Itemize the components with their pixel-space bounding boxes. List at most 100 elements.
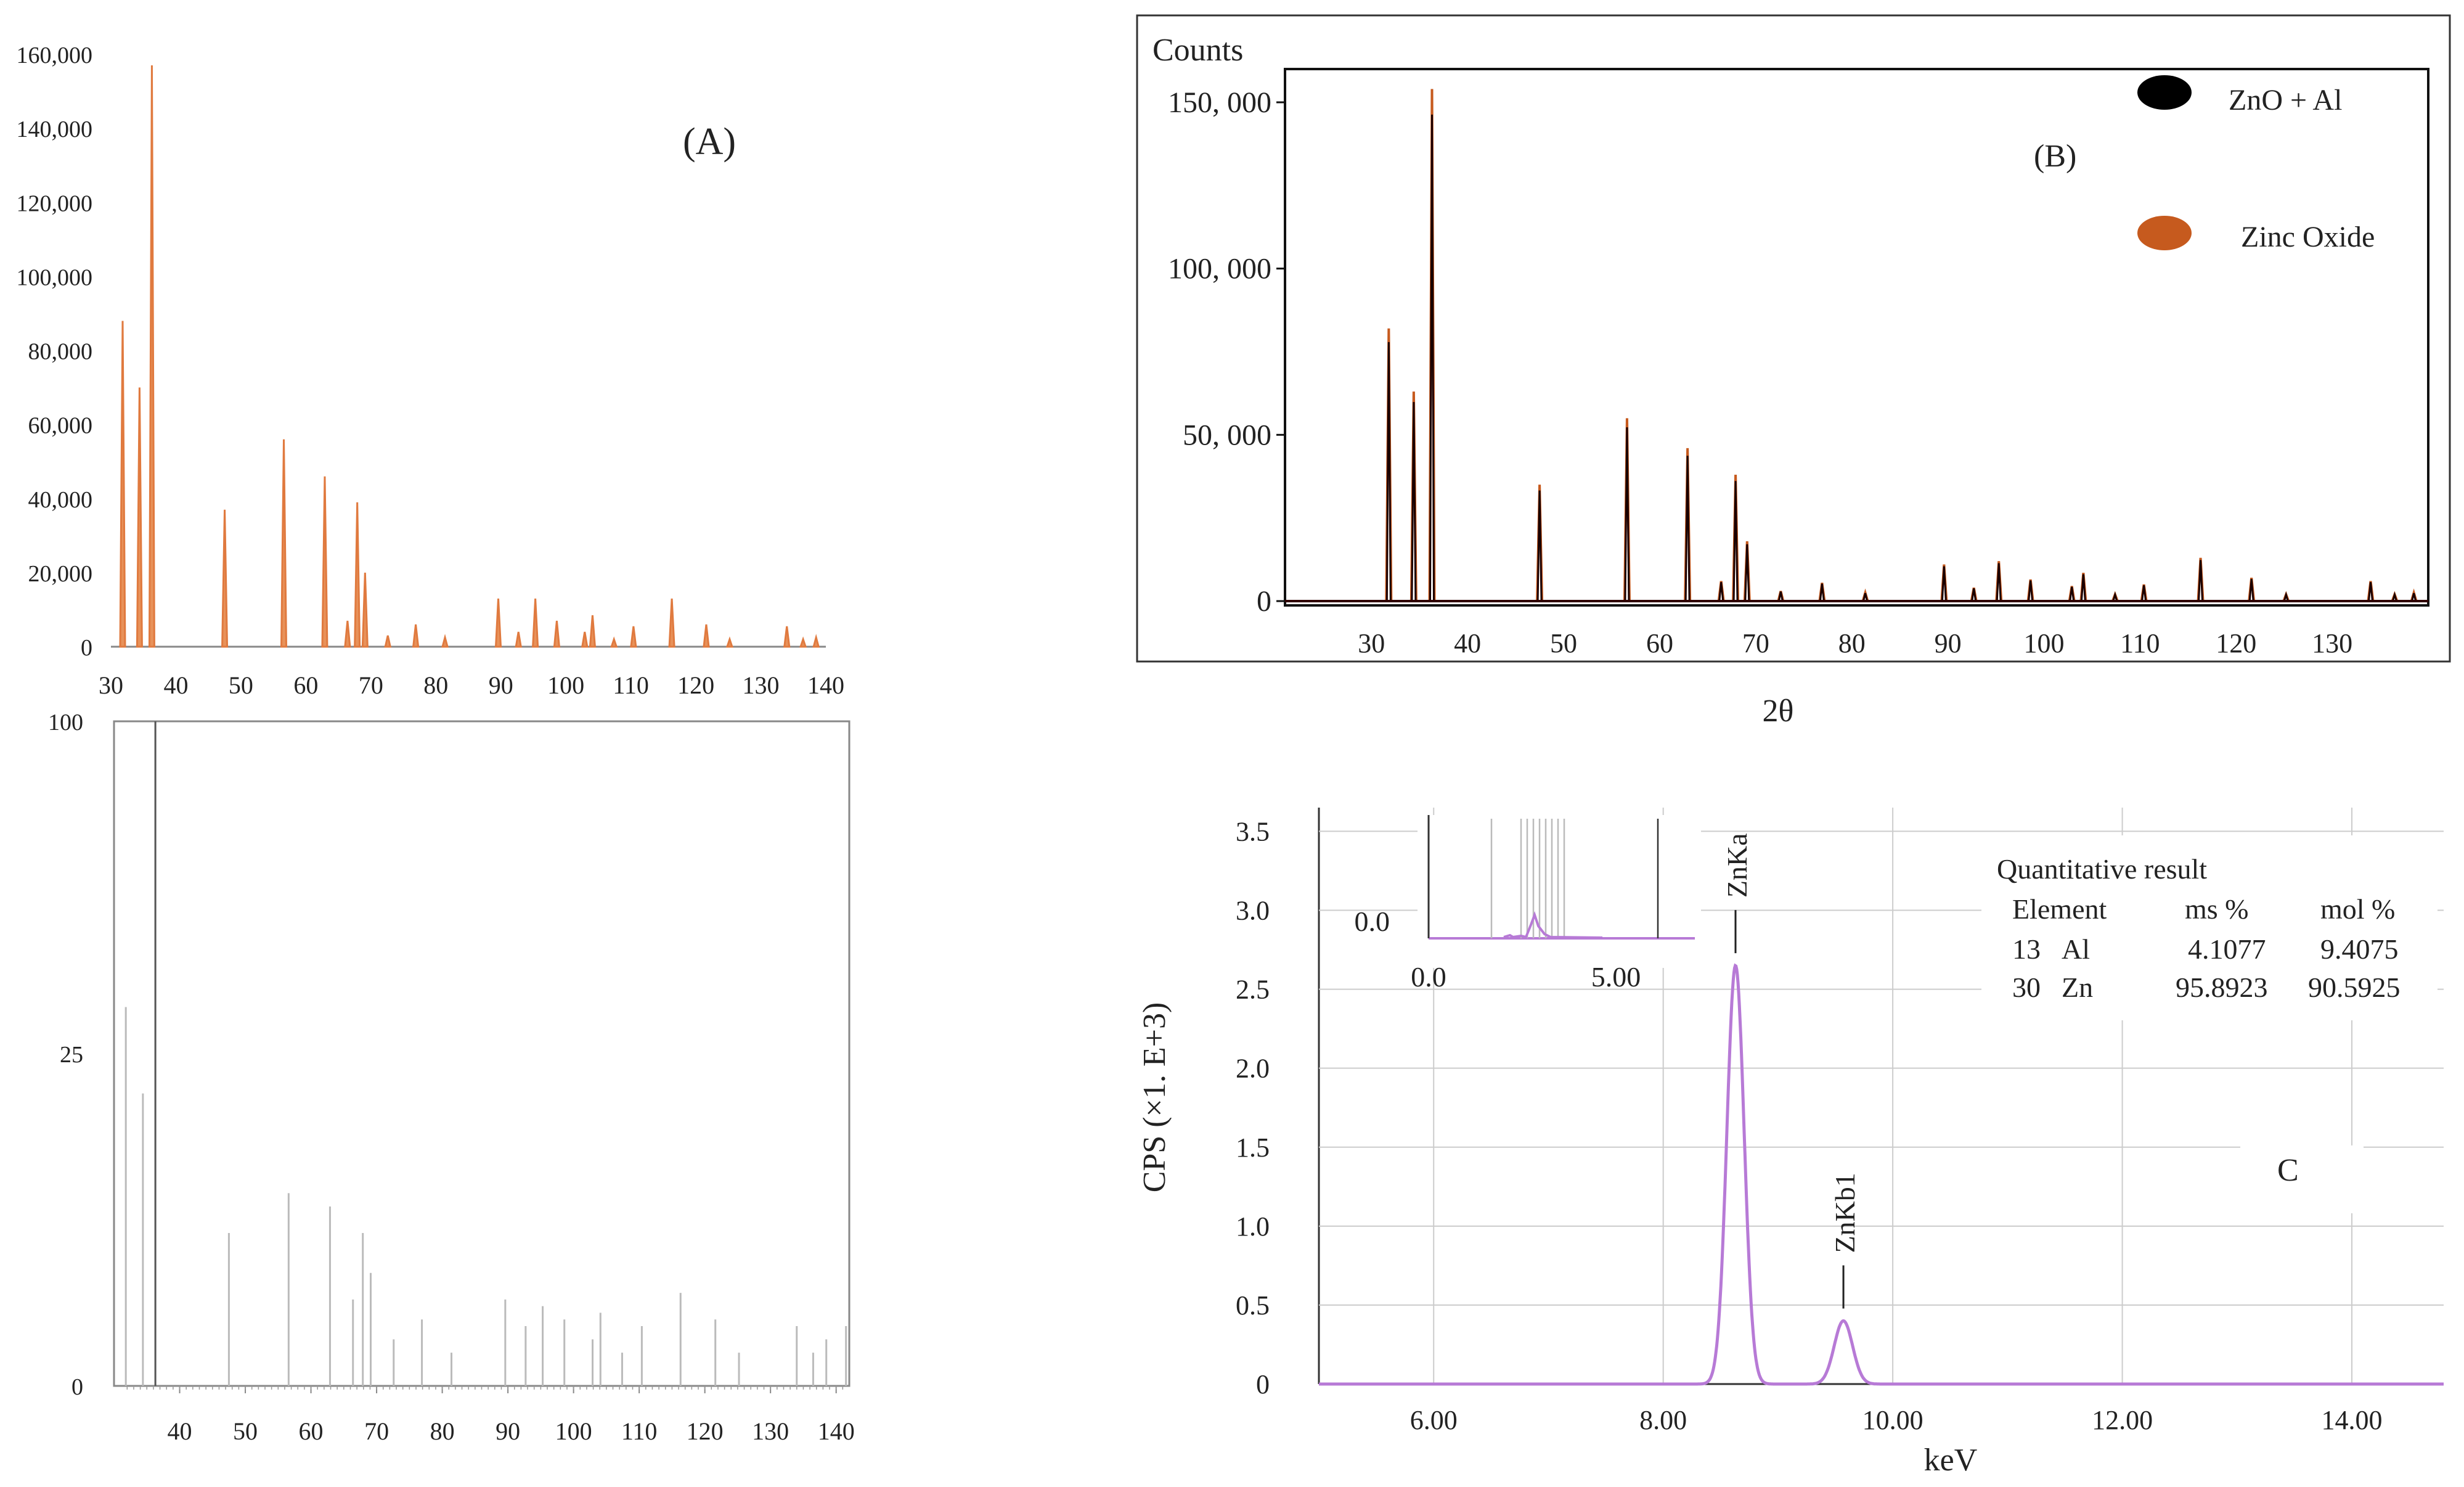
table-title: Quantitative result [1997, 853, 2207, 885]
c-ytick-3: 2.0 [1236, 1054, 1270, 1084]
c-peak-label-0: ZnKa [1721, 833, 1753, 898]
b-xtick-3: 60 [1646, 628, 1673, 658]
c-ytick-1: 3.0 [1236, 896, 1270, 926]
a-bottom-ytick-1: 25 [60, 1042, 83, 1068]
a-top-ytick-7: 20,000 [28, 561, 93, 587]
a-top-peak-0 [119, 321, 126, 648]
b-xlabel: 2θ [1763, 694, 1794, 729]
a-top-peak-22 [725, 636, 734, 648]
table-background [1981, 835, 2437, 1020]
a-top-xtick-10: 130 [743, 671, 780, 699]
table-header-ms: ms % [2185, 893, 2249, 925]
a-bottom-xtick-4: 80 [430, 1417, 455, 1445]
table-row-al-ms: 4.1077 [2188, 933, 2266, 965]
c-inset-xtick-1: 5.00 [1591, 961, 1641, 993]
a-top-xtick-7: 100 [547, 671, 584, 699]
b-xtick-7: 100 [2023, 628, 2064, 658]
c-ytick-6: 0.5 [1236, 1290, 1270, 1321]
panel-a-top: 160,000 140,000 120,000 100,000 80,000 60,000… [17, 43, 845, 699]
a-top-ytick-6: 40,000 [28, 487, 93, 513]
b-xtick-0: 30 [1358, 628, 1385, 658]
a-bottom-xtick-8: 120 [687, 1417, 724, 1445]
a-top-ytick-8: 0 [81, 635, 92, 661]
a-bottom-xtick-9: 130 [752, 1417, 789, 1445]
a-top-peak-11 [441, 634, 449, 648]
a-top-peak-5 [321, 476, 328, 648]
a-top-peak-8 [361, 572, 369, 648]
c-peak-label-1: ZnKb1 [1829, 1173, 1861, 1253]
b-xtick-6: 90 [1935, 628, 1962, 658]
a-top-peak-4 [280, 439, 288, 648]
b-outer-frame [1136, 14, 2451, 663]
b-xtick-9: 120 [2216, 628, 2256, 658]
a-top-ytick-2: 120,000 [17, 190, 93, 216]
c-inset-ytick: 0.0 [1355, 906, 1390, 937]
a-bottom-xtick-3: 70 [364, 1417, 389, 1445]
c-inset-background [1418, 815, 1701, 968]
a-top-xtick-3: 60 [293, 671, 318, 699]
table-row-zn-ms: 95.8923 [2176, 972, 2268, 1003]
a-top-xtick-2: 50 [229, 671, 253, 699]
quantitative-result-table: Quantitative result Element ms % mol % 1… [1981, 835, 2437, 1020]
b-xtick-5: 80 [1838, 628, 1866, 658]
a-top-xtick-4: 70 [359, 671, 383, 699]
a-top-peak-1 [136, 387, 143, 648]
panel-b-label: (B) [2034, 139, 2076, 174]
a-top-peak-15 [553, 620, 561, 648]
a-top-peak-17 [589, 615, 597, 648]
legend-swatch-zno-al [2137, 75, 2192, 110]
a-bottom-xtick-5: 90 [496, 1417, 520, 1445]
a-top-xtick-11: 140 [807, 671, 844, 699]
c-xtick-4: 14.00 [2322, 1405, 2383, 1435]
a-top-ytick-5: 60,000 [28, 413, 93, 439]
a-top-peak-25 [812, 634, 820, 648]
a-top-peak-23 [783, 626, 791, 648]
c-ytick-7: 0 [1256, 1369, 1270, 1399]
panel-a-bottom: 100 25 0 40 50 60 70 80 90 100 110 120 130 140 [48, 710, 855, 1445]
a-top-peak-9 [384, 635, 392, 648]
legend-label-zinc-oxide: Zinc Oxide [2241, 221, 2375, 253]
table-row-al-element: Al [2062, 933, 2090, 965]
a-bottom-xtick-2: 60 [299, 1417, 324, 1445]
a-top-xtick-0: 30 [99, 671, 123, 699]
c-xtick-1: 8.00 [1639, 1405, 1687, 1435]
b-ylabel: Counts [1152, 33, 1243, 68]
table-header-mol: mol % [2320, 893, 2395, 925]
a-top-xtick-9: 120 [677, 671, 714, 699]
table-row-al-z: 13 [2012, 933, 2041, 965]
c-ytick-0: 3.5 [1236, 816, 1270, 846]
b-series-zno-al [1360, 114, 2417, 602]
c-xtick-2: 10.00 [1862, 1405, 1923, 1435]
c-ylabel: CPS (×1. E+3) [1137, 1002, 1172, 1193]
a-bottom-ytick-2: 0 [71, 1374, 83, 1400]
a-top-peak-13 [515, 631, 522, 648]
c-ytick-5: 1.0 [1236, 1211, 1270, 1242]
a-top-ytick-4: 80,000 [28, 339, 93, 365]
a-bottom-xtick-1: 50 [233, 1417, 258, 1445]
b-xtick-2: 50 [1550, 628, 1577, 658]
a-top-peak-7 [354, 502, 361, 648]
legend-label-zno-al: ZnO + Al [2229, 84, 2342, 117]
a-top-peak-21 [703, 624, 710, 648]
a-top-peak-10 [412, 624, 420, 648]
a-top-ytick-3: 100,000 [17, 264, 93, 290]
a-bottom-ytick-0: 100 [48, 710, 83, 735]
b-ytick-1: 100, 000 [1168, 253, 1271, 285]
a-bottom-xtick-10: 140 [818, 1417, 855, 1445]
a-bottom-frame [113, 720, 851, 1387]
b-series-zinc-oxide [1360, 89, 2418, 602]
c-label-box [2240, 1145, 2364, 1213]
b-ytick-0: 150, 000 [1168, 86, 1271, 119]
a-top-ytick-0: 160,000 [17, 43, 93, 68]
a-top-peak-2 [148, 65, 155, 648]
c-xtick-3: 12.00 [2092, 1405, 2153, 1435]
a-top-peak-16 [581, 631, 589, 648]
legend-swatch-zinc-oxide [2137, 216, 2192, 250]
c-inset-plot: 0.0 0.0 5.00 [1355, 815, 1701, 993]
table-row-zn-element: Zn [2062, 972, 2093, 1003]
table-header-element: Element [2012, 893, 2107, 925]
c-xlabel: keV [1924, 1443, 1978, 1478]
b-plot-frame [1284, 68, 2429, 607]
a-top-peak-19 [630, 626, 637, 648]
